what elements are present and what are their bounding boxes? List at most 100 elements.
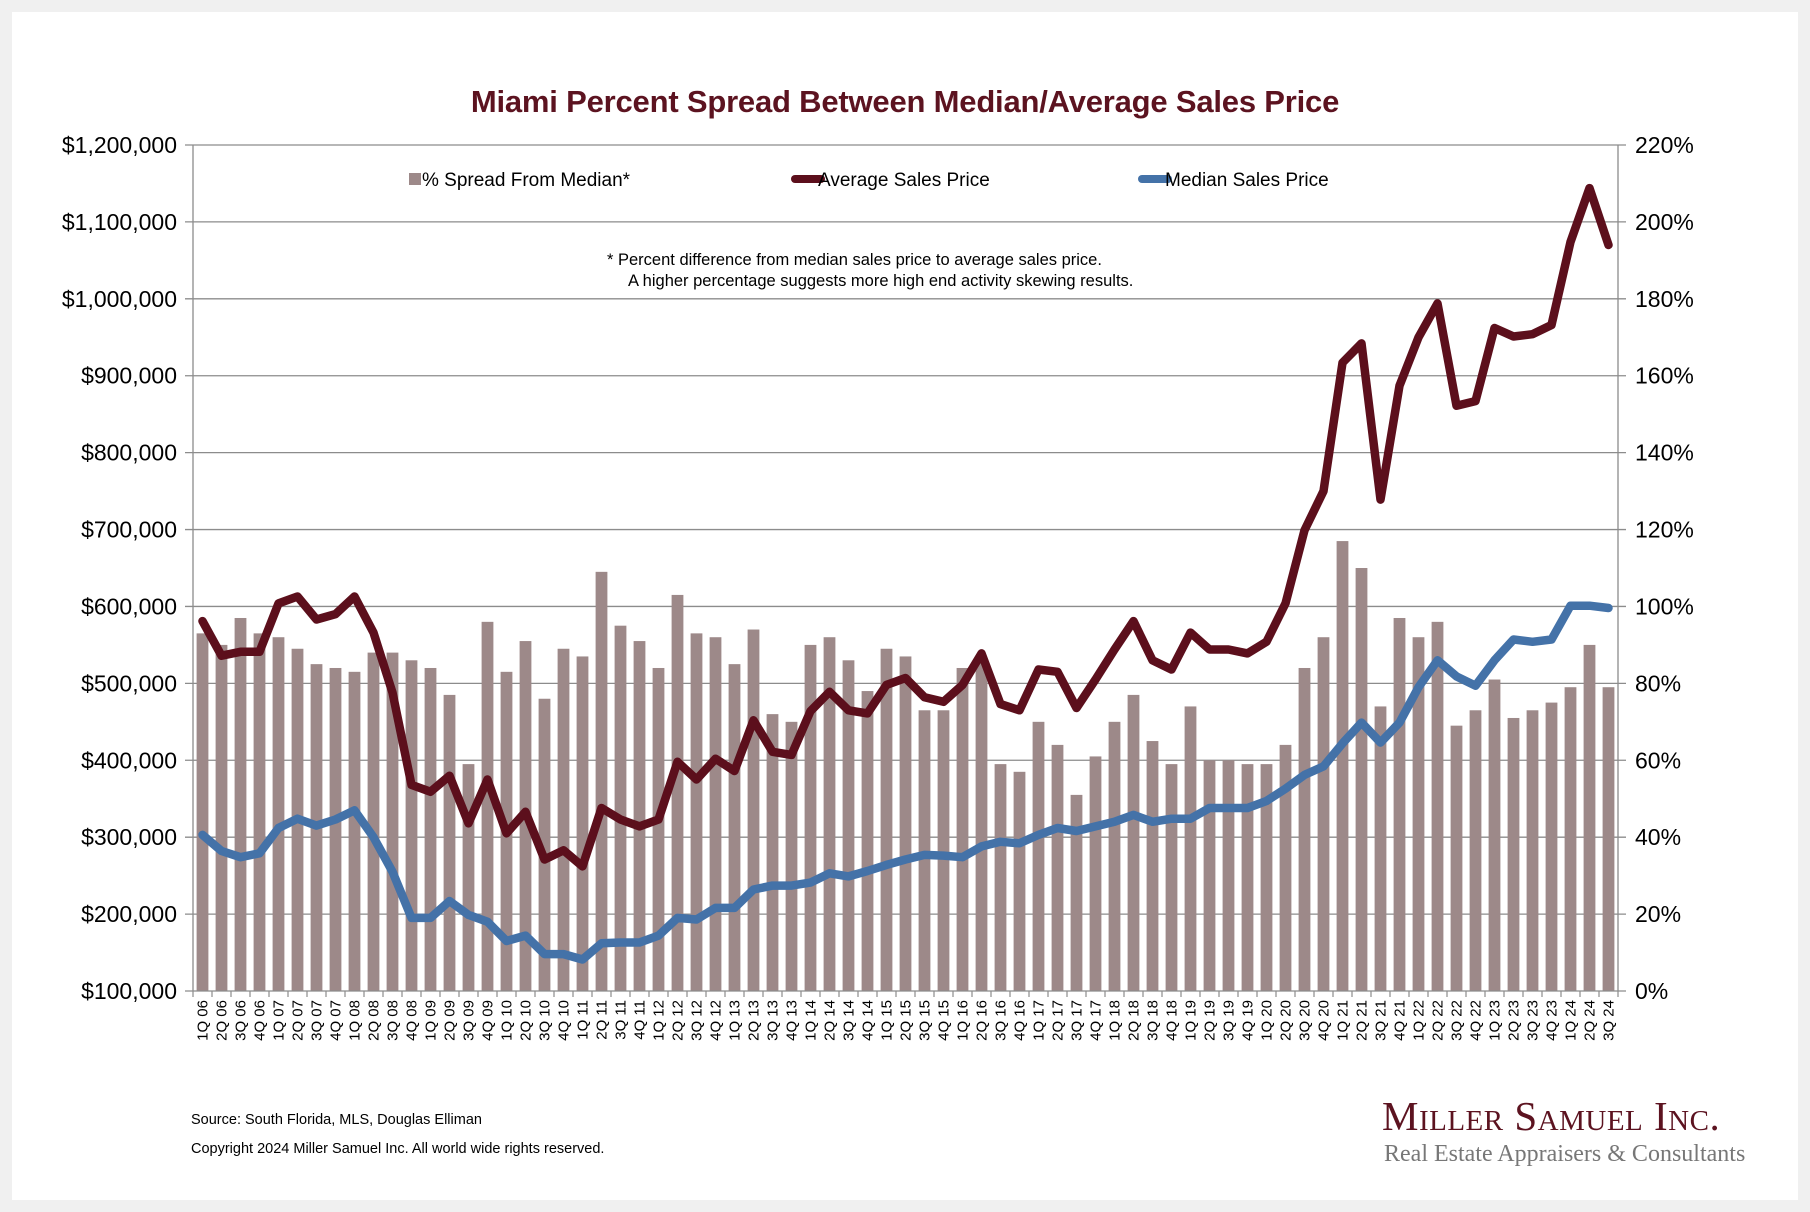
x-tick-label: 4Q 09 [480,1000,497,1041]
chart-title: Miami Percent Spread Between Median/Aver… [470,84,1340,119]
bar [1412,637,1425,991]
x-tick-label: 4Q 22 [1468,1000,1485,1041]
x-tick-label: 4Q 19 [1240,1000,1257,1041]
x-tick-label: 2Q 15 [898,1000,915,1041]
x-tick-label: 3Q 09 [461,1000,478,1041]
x-tick-label: 1Q 17 [1031,1000,1048,1041]
bar [785,721,798,991]
bar [861,691,874,991]
bar [633,641,646,991]
x-tick-label: 4Q 21 [1392,1000,1409,1041]
x-tick-label: 2Q 19 [1202,1000,1219,1041]
y2-tick-label: 0% [1635,978,1668,1004]
x-tick-label: 2Q 14 [822,1000,839,1041]
x-tick-label: 2Q 21 [1354,1000,1371,1041]
y2-tick-label: 120% [1635,517,1694,543]
y2-tick-label: 200% [1635,209,1694,235]
note-line-2: A higher percentage suggests more high e… [628,272,1133,290]
y2-tick-label: 100% [1635,593,1694,619]
bar [1032,721,1045,991]
x-tick-label: 4Q 06 [252,1000,269,1041]
y-tick-label: $200,000 [81,901,177,927]
y-tick-label: $1,000,000 [62,286,177,312]
x-tick-label: 4Q 14 [860,1000,877,1041]
bar [1089,756,1102,991]
x-tick-label: 4Q 15 [936,1000,953,1041]
x-tick-label: 2Q 20 [1278,1000,1295,1041]
legend-spread-label: % Spread From Median* [422,170,631,191]
x-tick-label: 3Q 15 [917,1000,934,1041]
x-tick-label: 2Q 11 [594,1000,611,1040]
bar [462,764,475,991]
note-line-1: * Percent difference from median sales p… [607,251,1102,269]
x-tick-label: 2Q 10 [518,1000,535,1041]
copyright-text: Copyright 2024 Miller Samuel Inc. All wo… [191,1141,605,1157]
bar [975,660,988,991]
bar [1526,710,1539,991]
x-tick-label: 3Q 24 [1601,1000,1618,1041]
x-tick-label: 3Q 20 [1297,1000,1314,1041]
x-tick-label: 1Q 09 [423,1000,440,1041]
x-tick-label: 3Q 14 [841,1000,858,1041]
bar [1222,760,1235,991]
x-tick-label: 1Q 23 [1487,1000,1504,1041]
bar [1127,694,1140,991]
x-tick-label: 4Q 18 [1164,1000,1181,1041]
x-tick-label: 4Q 11 [632,1000,649,1040]
bar [1374,706,1387,991]
bar [1146,741,1159,991]
y-tick-label: $300,000 [81,824,177,850]
bar [671,594,684,991]
x-tick-label: 4Q 16 [1012,1000,1029,1041]
legend: % Spread From Median* Average Sales Price… [409,170,1329,191]
bar [690,633,703,991]
chart-note: * Percent difference from median sales p… [607,251,1133,290]
x-tick-label: 1Q 21 [1335,1000,1352,1041]
x-tick-label: 3Q 06 [233,1000,250,1041]
bar [1108,721,1121,991]
logo-name: Miller Samuel Inc. [1382,1093,1721,1139]
x-tick-label: 3Q 19 [1221,1000,1238,1041]
y-tick-label: $1,200,000 [62,132,177,158]
y-tick-label: $700,000 [81,517,177,543]
y-tick-label: $100,000 [81,978,177,1004]
bar [1260,764,1273,991]
bar [367,652,380,991]
bar [1602,687,1615,991]
footer: Source: South Florida, MLS, Douglas Elli… [191,1106,604,1164]
y2-tick-label: 40% [1635,824,1681,850]
y-tick-label: $900,000 [81,363,177,389]
x-tick-label: 3Q 16 [993,1000,1010,1041]
x-tick-label: 3Q 10 [537,1000,554,1041]
x-tick-label: 2Q 23 [1506,1000,1523,1041]
company-logo: Miller Samuel Inc. Real Estate Appraiser… [1382,1094,1745,1170]
bar [215,644,228,991]
bar [1013,771,1026,991]
source-text: Source: South Florida, MLS, Douglas Elli… [191,1112,482,1128]
bar [1336,541,1349,991]
x-tick-label: 3Q 12 [689,1000,706,1041]
x-tick-label: 1Q 22 [1411,1000,1428,1041]
x-tick-label: 3Q 22 [1449,1000,1466,1041]
bar [1488,679,1501,991]
axes: $100,000 0% $200,000 20% $300,000 40% $400,000… [62,132,1694,1041]
bar [595,571,608,991]
bar [481,621,494,991]
x-tick-label: 1Q 16 [955,1000,972,1041]
bar [576,656,589,991]
legend-median-label: Median Sales Price [1165,170,1329,191]
bar [899,656,912,991]
x-tick-label: 3Q 17 [1069,1000,1086,1041]
x-tick-label: 4Q 23 [1544,1000,1561,1041]
x-tick-label: 1Q 19 [1183,1000,1200,1041]
x-tick-label: 3Q 13 [765,1000,782,1041]
bar [614,625,627,991]
bar [937,710,950,991]
x-tick-label: 2Q 06 [214,1000,231,1041]
x-tick-label: 4Q 20 [1316,1000,1333,1041]
bar [272,637,285,991]
bar [1241,764,1254,991]
bar [1051,744,1064,991]
bar [1545,702,1558,991]
legend-spread-swatch [409,173,421,185]
